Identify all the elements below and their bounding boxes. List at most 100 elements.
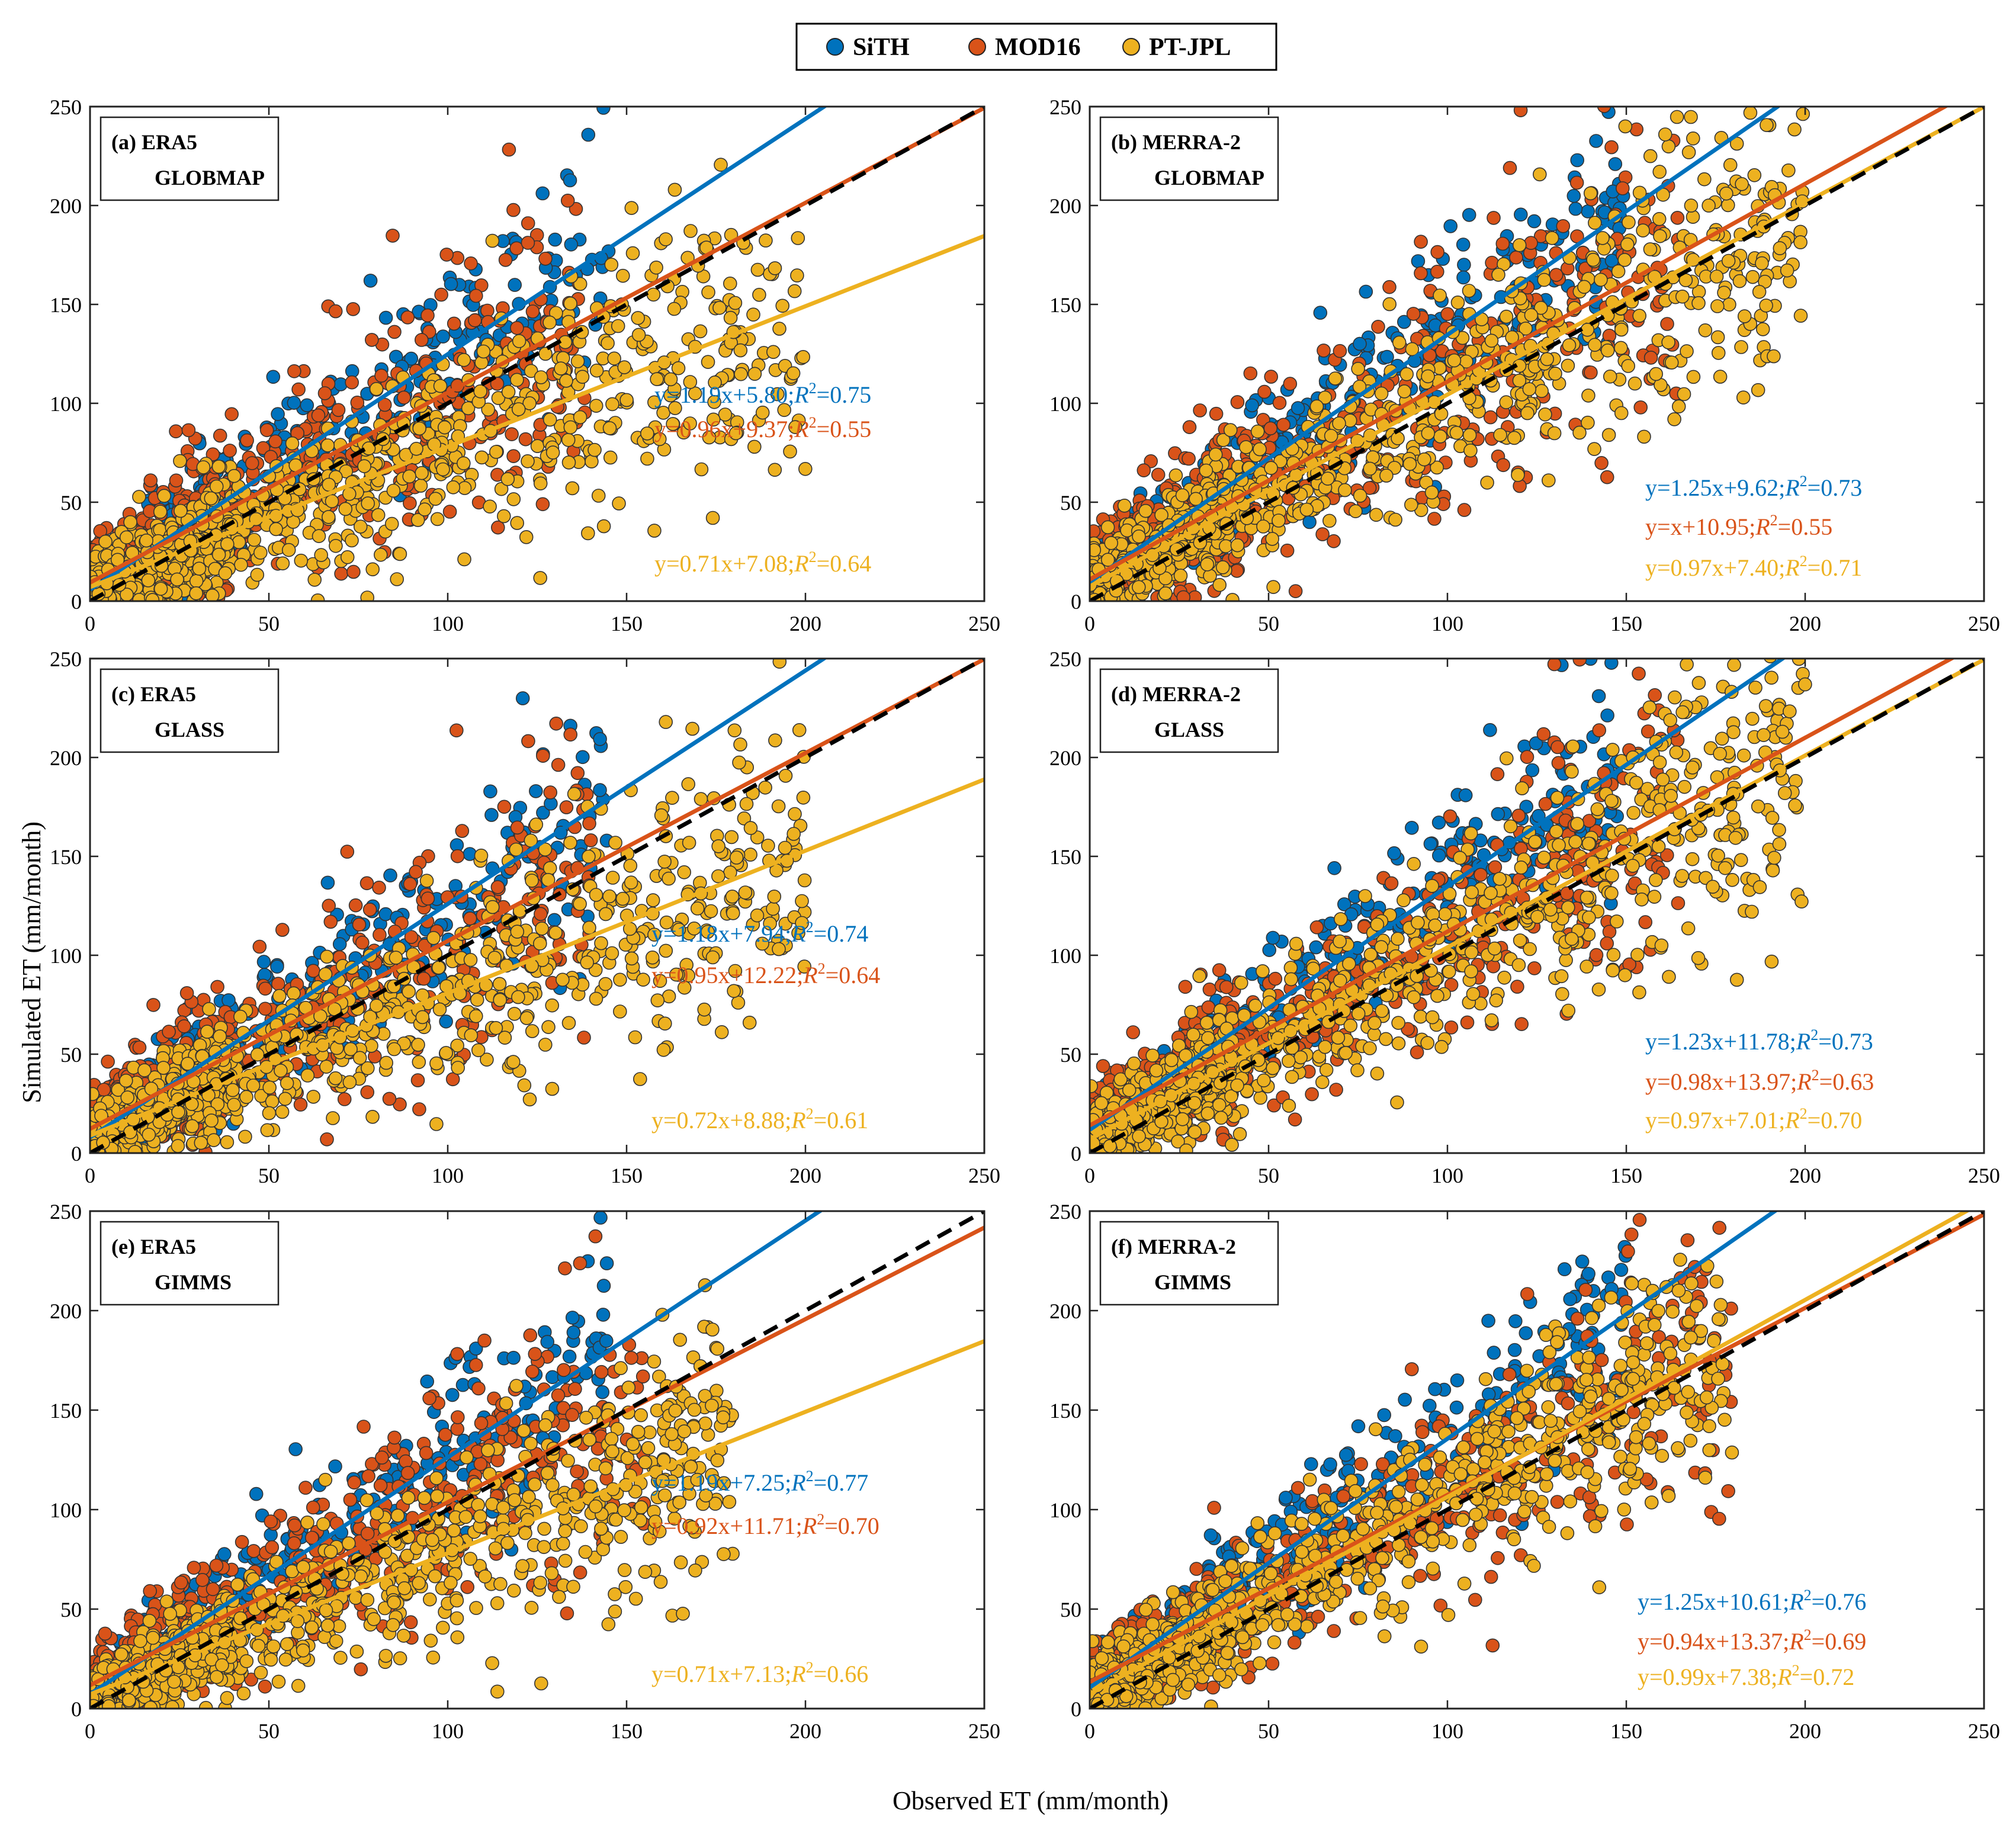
point-ptjpl — [1796, 107, 1810, 121]
point-ptjpl — [647, 524, 662, 538]
point-ptjpl — [563, 836, 577, 850]
point-mod16 — [1317, 343, 1331, 358]
point-mod16 — [1487, 211, 1501, 225]
point-ptjpl — [1588, 338, 1602, 352]
point-sith — [1608, 157, 1623, 171]
point-ptjpl — [786, 366, 801, 381]
point-ptjpl — [707, 394, 721, 409]
point-mod16 — [570, 766, 585, 781]
point-ptjpl — [1189, 492, 1203, 506]
point-mod16 — [1643, 351, 1658, 365]
point-ptjpl — [681, 777, 695, 791]
point-ptjpl — [1745, 269, 1760, 284]
point-mod16 — [1283, 377, 1298, 391]
point-mod16 — [374, 368, 389, 383]
point-ptjpl — [554, 361, 568, 376]
point-ptjpl — [457, 352, 471, 367]
point-mod16 — [449, 723, 464, 738]
point-ptjpl — [1404, 497, 1418, 512]
point-ptjpl — [1434, 406, 1449, 421]
point-ptjpl — [1369, 508, 1383, 522]
point-ptjpl — [1430, 460, 1444, 475]
point-ptjpl — [533, 571, 548, 585]
point-mod16 — [463, 911, 477, 926]
point-ptjpl — [209, 479, 224, 494]
point-ptjpl — [1175, 488, 1190, 503]
point-ptjpl — [1588, 216, 1602, 230]
point-ptjpl — [1793, 309, 1808, 323]
point-ptjpl — [787, 284, 802, 298]
point-ptjpl — [1132, 580, 1146, 595]
point-sith — [1566, 188, 1581, 203]
point-ptjpl — [1637, 429, 1651, 444]
point-ptjpl — [530, 439, 545, 454]
point-ptjpl — [1661, 139, 1676, 154]
point-ptjpl — [671, 361, 686, 375]
point-ptjpl — [1493, 428, 1507, 442]
point-mod16 — [582, 816, 596, 831]
point-ptjpl — [602, 421, 617, 435]
point-ptjpl — [770, 387, 785, 402]
point-ptjpl — [1463, 443, 1478, 458]
point-ptjpl — [667, 182, 682, 197]
point-sith — [581, 127, 596, 142]
point-mod16 — [409, 865, 423, 879]
point-sith — [484, 808, 499, 822]
point-sith — [1457, 258, 1471, 272]
point-sith — [1245, 398, 1259, 413]
point-ptjpl — [500, 472, 515, 486]
point-sith — [436, 329, 450, 344]
point-ptjpl — [1611, 264, 1626, 279]
point-ptjpl — [759, 233, 773, 248]
point-mod16 — [534, 907, 548, 922]
point-ptjpl — [1256, 519, 1270, 534]
point-ptjpl — [170, 572, 184, 587]
point-mod16 — [1182, 451, 1196, 466]
x-tick-label: 200 — [1789, 612, 1821, 635]
point-ptjpl — [1722, 297, 1736, 312]
point-ptjpl — [1653, 229, 1667, 243]
point-ptjpl — [437, 420, 452, 435]
point-ptjpl — [1562, 338, 1577, 352]
point-ptjpl — [510, 373, 524, 387]
point-mod16 — [1272, 396, 1287, 410]
fit-lines — [1090, 107, 1984, 601]
point-ptjpl — [1600, 343, 1615, 358]
point-ptjpl — [739, 797, 754, 811]
point-mod16 — [181, 423, 196, 438]
point-ptjpl — [189, 574, 204, 588]
point-ptjpl — [1755, 256, 1769, 271]
point-ptjpl — [668, 401, 682, 415]
point-ptjpl — [1747, 168, 1762, 182]
point-mod16 — [224, 407, 239, 422]
point-mod16 — [468, 313, 482, 328]
point-ptjpl — [285, 436, 300, 451]
point-mod16 — [169, 424, 183, 439]
point-mod16 — [143, 473, 158, 488]
point-mod16 — [1182, 420, 1197, 435]
point-ptjpl — [373, 547, 388, 562]
point-sith — [563, 173, 577, 188]
point-ptjpl — [1697, 172, 1712, 187]
point-ptjpl — [607, 351, 621, 366]
point-ptjpl — [1680, 344, 1694, 358]
point-ptjpl — [726, 906, 740, 920]
point-ptjpl — [1349, 504, 1363, 519]
point-ptjpl — [120, 587, 134, 601]
point-ptjpl — [1421, 369, 1435, 384]
point-ptjpl — [548, 926, 563, 940]
point-mod16 — [256, 441, 271, 455]
point-ptjpl — [712, 300, 727, 315]
point-ptjpl — [1780, 263, 1795, 278]
point-mod16 — [497, 800, 512, 814]
point-sith — [1313, 306, 1328, 320]
point-ptjpl — [766, 345, 781, 359]
point-mod16 — [1495, 236, 1510, 251]
point-ptjpl — [1250, 424, 1265, 439]
point-ptjpl — [624, 201, 639, 216]
point-ptjpl — [631, 311, 645, 325]
point-ptjpl — [1491, 268, 1505, 282]
y-tick-label: 0 — [1071, 590, 1081, 614]
point-ptjpl — [433, 378, 448, 393]
